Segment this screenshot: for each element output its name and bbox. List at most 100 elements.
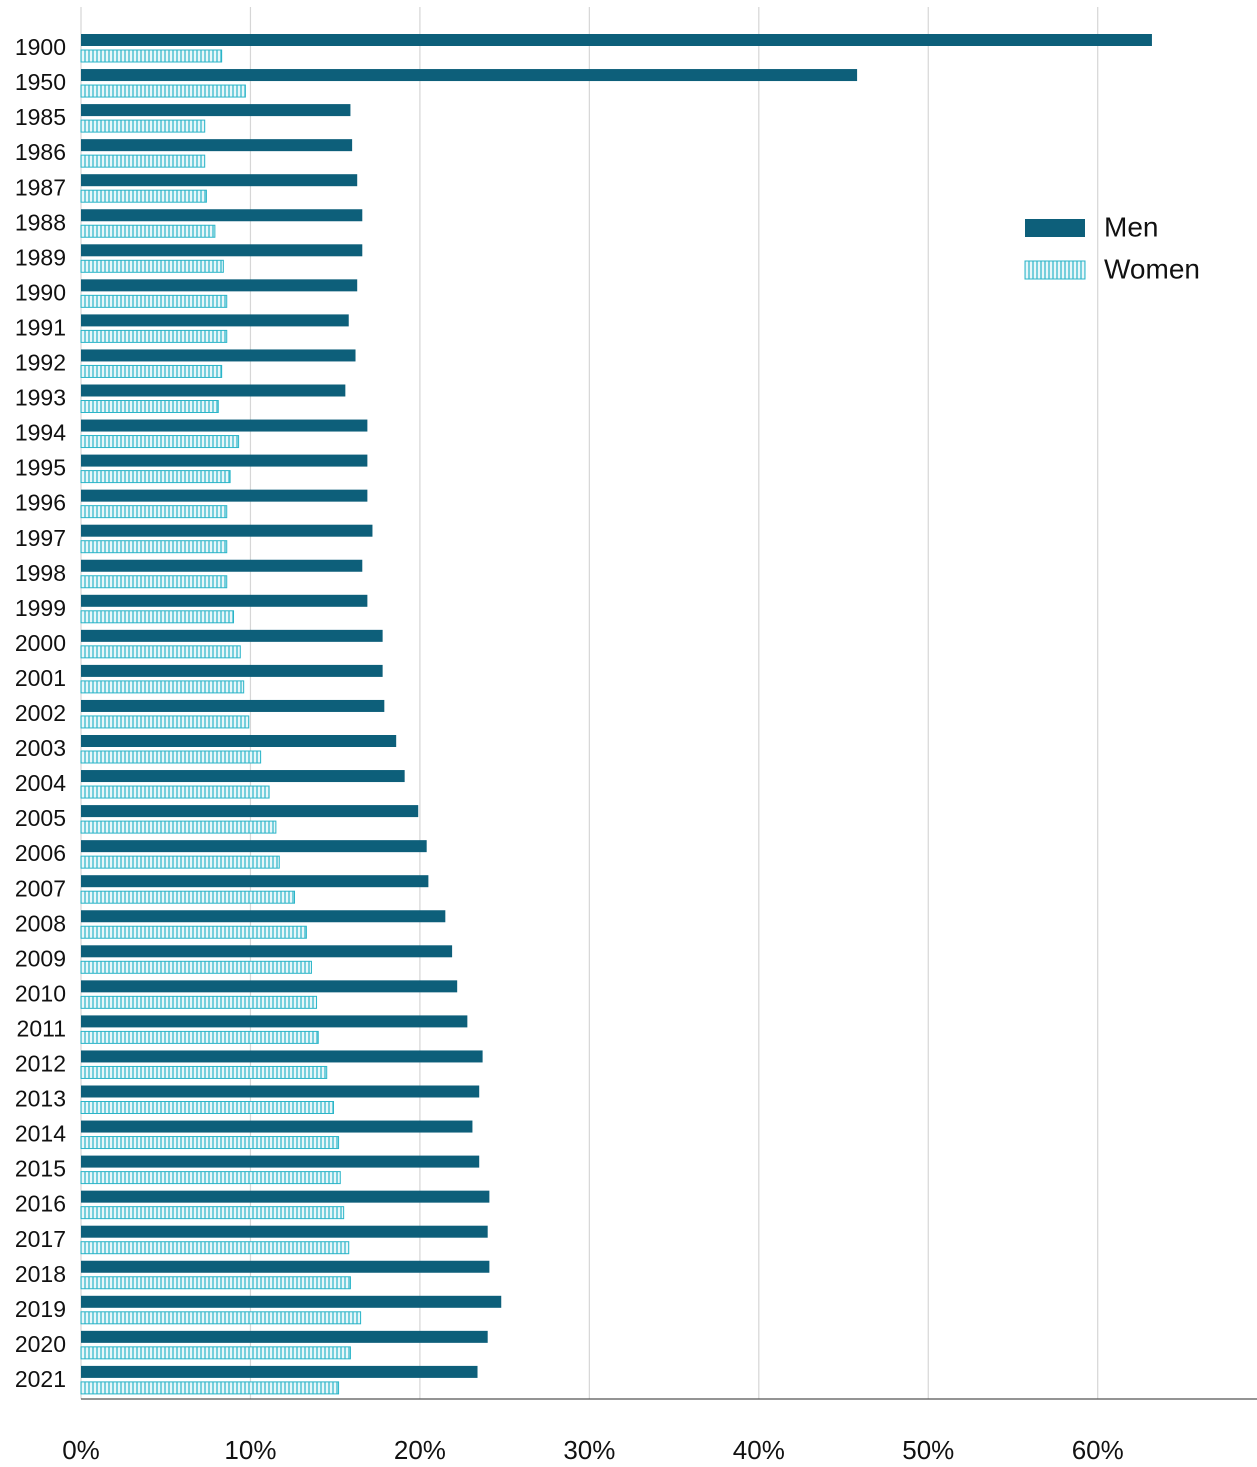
bar bbox=[80, 1241, 350, 1255]
bar bbox=[81, 699, 385, 712]
y-tick-label: 1987 bbox=[15, 174, 66, 200]
y-tick-label: 2018 bbox=[15, 1261, 66, 1287]
legend-label: Women bbox=[1104, 253, 1200, 284]
bar bbox=[80, 154, 206, 168]
y-tick-label: 1998 bbox=[15, 560, 66, 586]
bar bbox=[80, 820, 277, 834]
bar bbox=[80, 575, 228, 589]
y-tick-label: 1995 bbox=[15, 455, 66, 481]
bar bbox=[81, 1120, 473, 1133]
bar bbox=[80, 505, 228, 519]
bar bbox=[81, 1015, 468, 1028]
bar bbox=[81, 840, 427, 853]
bar bbox=[81, 279, 358, 292]
bar bbox=[80, 189, 207, 203]
y-tick-label: 2013 bbox=[15, 1086, 66, 1112]
bar bbox=[81, 419, 368, 432]
bar bbox=[81, 945, 453, 958]
bar bbox=[81, 489, 368, 502]
x-tick-label: 60% bbox=[1072, 1435, 1124, 1465]
bar bbox=[80, 925, 307, 939]
bar bbox=[81, 1295, 502, 1308]
bar bbox=[80, 49, 223, 63]
y-tick-label: 1993 bbox=[15, 385, 66, 411]
y-tick-label: 1990 bbox=[15, 279, 66, 305]
x-tick-label: 10% bbox=[224, 1435, 276, 1465]
y-tick-label: 2003 bbox=[15, 735, 66, 761]
bar bbox=[80, 400, 219, 413]
y-tick-label: 1900 bbox=[15, 34, 66, 60]
y-tick-label: 1999 bbox=[15, 595, 66, 621]
y-tick-label: 1989 bbox=[15, 244, 66, 270]
legend-swatch bbox=[1024, 260, 1086, 280]
bar bbox=[81, 594, 368, 607]
bar bbox=[81, 559, 363, 572]
y-tick-label: 1985 bbox=[15, 104, 66, 130]
y-tick-label: 2021 bbox=[15, 1366, 66, 1392]
bar bbox=[80, 435, 240, 449]
y-tick-label: 2009 bbox=[15, 945, 66, 971]
y-tick-label: 2006 bbox=[15, 840, 66, 866]
legend-label: Men bbox=[1104, 211, 1158, 242]
y-tick-label: 2005 bbox=[15, 805, 66, 831]
bar bbox=[80, 960, 312, 974]
bar bbox=[81, 980, 458, 993]
x-tick-label: 40% bbox=[733, 1435, 785, 1465]
y-tick-label: 1950 bbox=[15, 69, 66, 95]
bar bbox=[80, 259, 224, 273]
bar bbox=[81, 524, 373, 537]
bar bbox=[81, 629, 383, 642]
y-tick-label: 2000 bbox=[15, 630, 66, 656]
bar bbox=[80, 855, 280, 869]
bar bbox=[80, 84, 246, 98]
y-tick-label: 1997 bbox=[15, 525, 66, 551]
bar bbox=[80, 119, 206, 133]
bar bbox=[81, 1190, 490, 1203]
bar bbox=[81, 34, 1152, 46]
bar bbox=[80, 1065, 328, 1079]
bar bbox=[80, 645, 241, 659]
x-tick-label: 20% bbox=[394, 1435, 446, 1465]
bar bbox=[80, 890, 296, 904]
bar bbox=[80, 329, 228, 343]
bar bbox=[81, 910, 446, 923]
bar bbox=[80, 1276, 351, 1290]
bar bbox=[80, 1311, 362, 1325]
y-tick-label: 2004 bbox=[15, 770, 66, 796]
y-tick-label: 2014 bbox=[15, 1121, 66, 1147]
bar bbox=[81, 349, 356, 362]
y-tick-label: 1988 bbox=[15, 209, 66, 235]
bar bbox=[81, 735, 397, 747]
y-tick-label: 2011 bbox=[17, 1015, 66, 1041]
bar bbox=[81, 244, 363, 257]
bar bbox=[80, 1030, 319, 1044]
y-tick-label: 2010 bbox=[15, 980, 66, 1006]
bar bbox=[81, 314, 349, 327]
bar bbox=[81, 1365, 478, 1378]
y-tick-label: 1994 bbox=[15, 420, 66, 446]
bar bbox=[81, 805, 419, 818]
bar bbox=[80, 470, 231, 484]
bar bbox=[80, 785, 270, 799]
bar bbox=[80, 680, 245, 694]
bar bbox=[81, 454, 368, 467]
bar bbox=[81, 104, 351, 117]
y-tick-label: 2016 bbox=[15, 1191, 66, 1217]
bar bbox=[80, 1346, 351, 1360]
bar bbox=[80, 1101, 334, 1114]
bar bbox=[81, 174, 358, 187]
bar bbox=[80, 540, 228, 554]
bar bbox=[80, 995, 318, 1009]
legend-swatch bbox=[1025, 219, 1085, 237]
y-tick-label: 1991 bbox=[15, 314, 66, 340]
bar bbox=[80, 1206, 345, 1220]
bar bbox=[81, 1085, 480, 1098]
bar bbox=[81, 1050, 483, 1063]
bar bbox=[81, 875, 429, 888]
bar bbox=[81, 1155, 480, 1168]
y-tick-label: 2001 bbox=[15, 665, 66, 691]
bar bbox=[81, 69, 858, 82]
y-tick-label: 1992 bbox=[15, 350, 66, 376]
bar bbox=[80, 1136, 340, 1150]
